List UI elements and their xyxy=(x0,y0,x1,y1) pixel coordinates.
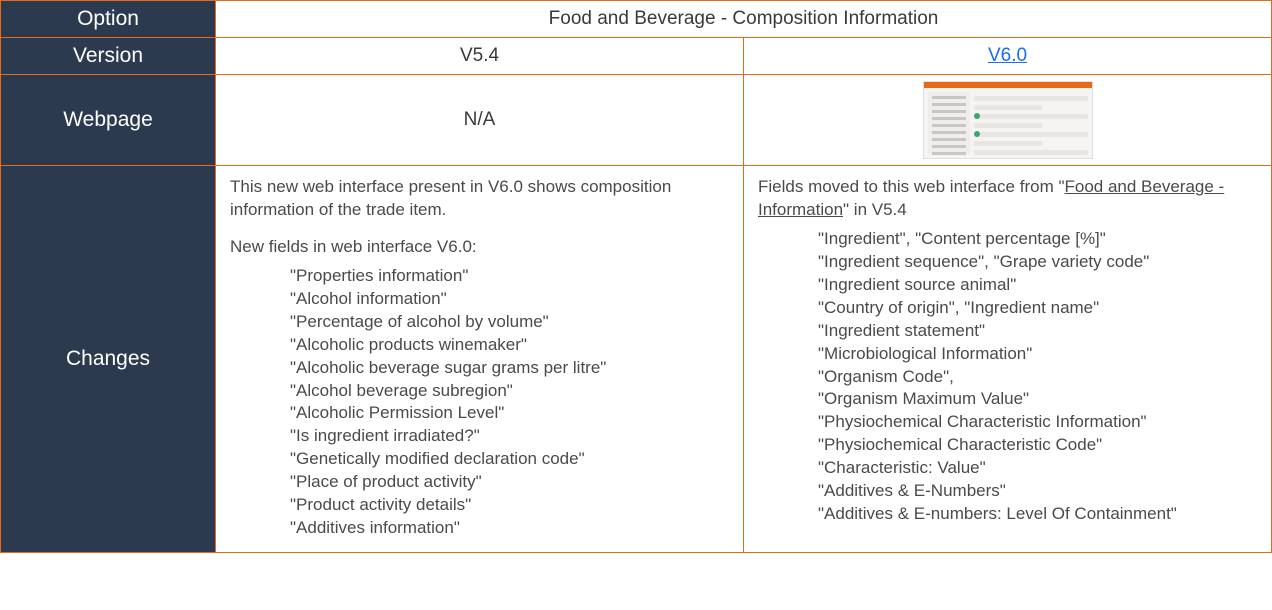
changes-left-list: "Properties information""Alcohol informa… xyxy=(230,265,729,540)
changes-label: Changes xyxy=(1,166,216,553)
webpage-label: Webpage xyxy=(1,75,216,166)
list-item: "Physiochemical Characteristic Code" xyxy=(818,434,1257,457)
list-item: "Product activity details" xyxy=(290,494,729,517)
list-item: "Additives & E-Numbers" xyxy=(818,480,1257,503)
version-left: V5.4 xyxy=(216,38,744,75)
changes-right-intro-post: " in V5.4 xyxy=(843,200,907,219)
list-item: "Percentage of alcohol by volume" xyxy=(290,311,729,334)
webpage-thumbnail[interactable] xyxy=(744,75,1271,165)
list-item: "Alcohol beverage subregion" xyxy=(290,380,729,403)
changes-right-intro: Fields moved to this web interface from … xyxy=(758,176,1257,222)
list-item: "Additives information" xyxy=(290,517,729,540)
list-item: "Ingredient sequence", "Grape variety co… xyxy=(818,251,1257,274)
changes-left: This new web interface present in V6.0 s… xyxy=(216,166,744,553)
webpage-left: N/A xyxy=(216,75,744,166)
list-item: "Alcohol information" xyxy=(290,288,729,311)
list-item: "Physiochemical Characteristic Informati… xyxy=(818,411,1257,434)
list-item: "Ingredient source animal" xyxy=(818,274,1257,297)
list-item: "Ingredient", "Content percentage [%]" xyxy=(818,228,1257,251)
version-right-cell: V6.0 xyxy=(744,38,1272,75)
row-webpage: Webpage N/A xyxy=(1,75,1272,166)
row-option: Option Food and Beverage - Composition I… xyxy=(1,1,1272,38)
list-item: "Place of product activity" xyxy=(290,471,729,494)
thumbnail-icon xyxy=(923,81,1093,159)
list-item: "Alcoholic Permission Level" xyxy=(290,402,729,425)
row-changes: Changes This new web interface present i… xyxy=(1,166,1272,553)
list-item: "Is ingredient irradiated?" xyxy=(290,425,729,448)
list-item: "Organism Code", xyxy=(818,366,1257,389)
changes-left-subhead: New fields in web interface V6.0: xyxy=(230,236,729,259)
list-item: "Additives & E-numbers: Level Of Contain… xyxy=(818,503,1257,526)
comparison-table: Option Food and Beverage - Composition I… xyxy=(0,0,1272,553)
list-item: "Microbiological Information" xyxy=(818,343,1257,366)
list-item: "Characteristic: Value" xyxy=(818,457,1257,480)
version-right-link[interactable]: V6.0 xyxy=(988,45,1027,66)
option-label: Option xyxy=(1,1,216,38)
changes-right: Fields moved to this web interface from … xyxy=(744,166,1272,553)
changes-right-list: "Ingredient", "Content percentage [%]""I… xyxy=(758,228,1257,526)
option-value: Food and Beverage - Composition Informat… xyxy=(216,1,1272,38)
row-version: Version V5.4 V6.0 xyxy=(1,38,1272,75)
webpage-right xyxy=(744,75,1272,166)
list-item: "Ingredient statement" xyxy=(818,320,1257,343)
list-item: "Alcoholic beverage sugar grams per litr… xyxy=(290,357,729,380)
list-item: "Organism Maximum Value" xyxy=(818,388,1257,411)
version-label: Version xyxy=(1,38,216,75)
list-item: "Country of origin", "Ingredient name" xyxy=(818,297,1257,320)
changes-right-intro-pre: Fields moved to this web interface from … xyxy=(758,177,1065,196)
list-item: "Alcoholic products winemaker" xyxy=(290,334,729,357)
changes-left-intro: This new web interface present in V6.0 s… xyxy=(230,176,729,222)
list-item: "Genetically modified declaration code" xyxy=(290,448,729,471)
list-item: "Properties information" xyxy=(290,265,729,288)
